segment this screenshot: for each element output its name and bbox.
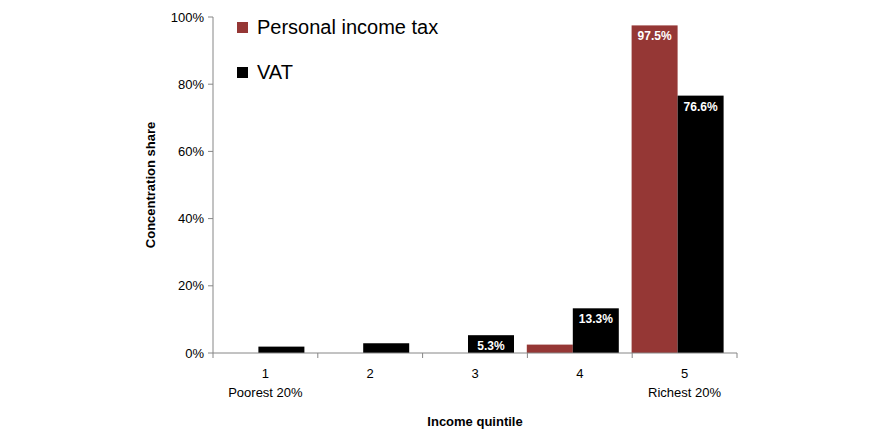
x-separator (422, 353, 423, 358)
y-tick (208, 353, 213, 354)
legend-label: VAT (257, 61, 293, 83)
legend-swatch (237, 22, 248, 33)
y-tick-label: 80% (178, 77, 204, 92)
bar (258, 347, 304, 353)
bar (527, 345, 573, 353)
bar (468, 335, 514, 353)
data-label: 97.5% (638, 29, 672, 43)
x-tick-label: 5 (681, 366, 688, 381)
x-tick-label: 1 (262, 366, 269, 381)
y-tick-label: 40% (178, 211, 204, 226)
chart: 97.5% 5.3% 13.3% 76.6% 0% 20% 40% 60% 80% 100% 1 Po… (0, 0, 870, 434)
y-tick-label: 100% (171, 10, 205, 25)
y-tick-label: 20% (178, 278, 204, 293)
legend: Personal income tax VAT (237, 16, 438, 83)
y-tick (208, 218, 213, 219)
x-separator (737, 353, 738, 358)
x-axis-title: Income quintile (427, 414, 522, 429)
legend-swatch (237, 67, 248, 78)
x-tick-label: 4 (576, 366, 583, 381)
y-tick (208, 84, 213, 85)
data-label: 76.6% (684, 100, 718, 114)
legend-label: Personal income tax (257, 16, 438, 38)
data-label: 5.3% (477, 339, 505, 353)
y-tick (208, 285, 213, 286)
data-label: 13.3% (579, 312, 613, 326)
x-tick-label: 2 (367, 366, 374, 381)
bar (573, 308, 619, 353)
x-category-note: Richest 20% (648, 385, 721, 400)
x-tick-label: 3 (471, 366, 478, 381)
x-category-note: Poorest 20% (228, 385, 303, 400)
y-tick (208, 17, 213, 18)
bars (258, 25, 723, 353)
x-separator (213, 353, 214, 358)
x-axis (213, 353, 737, 354)
bar (363, 343, 409, 353)
x-separator (632, 353, 633, 358)
y-tick-label: 0% (185, 346, 204, 361)
x-separator (527, 353, 528, 358)
y-tick (208, 151, 213, 152)
y-axis-title: Concentration share (143, 122, 158, 248)
y-tick-label: 60% (178, 144, 204, 159)
x-separator (317, 353, 318, 358)
bar (678, 96, 724, 353)
y-axis (213, 17, 214, 353)
bar (632, 25, 678, 353)
